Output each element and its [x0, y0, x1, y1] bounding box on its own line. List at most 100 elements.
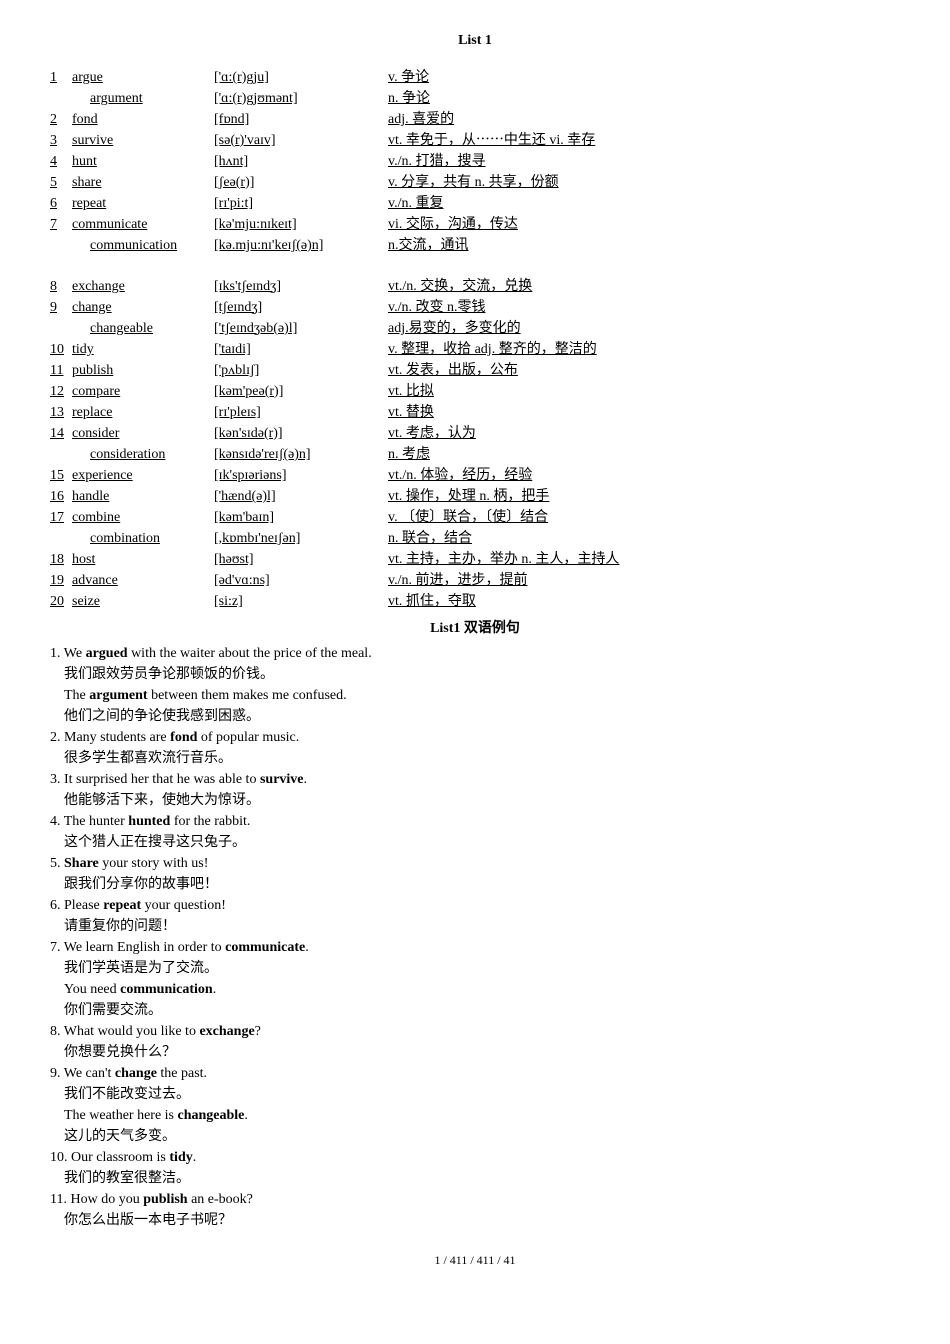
example-en: 8. What would you like to exchange?: [50, 1021, 900, 1042]
example-item: 6. Please repeat your question!请重复你的问题！: [50, 895, 900, 937]
vocab-ipa: [kən'sɪdə(r)]: [214, 423, 388, 444]
vocab-row: [50, 256, 900, 276]
vocab-row: 18host[həʊst]vt. 主持，主办，举办 n. 主人，主持人: [50, 549, 900, 570]
vocab-row: 5share[ʃeə(r)]v. 分享，共有 n. 共享，份额: [50, 172, 900, 193]
example-cn: 我们的教室很整洁。: [64, 1168, 900, 1189]
vocab-word: experience: [72, 465, 214, 486]
vocab-num: [50, 318, 72, 339]
vocab-word: publish: [72, 360, 214, 381]
vocab-num: 9: [50, 297, 72, 318]
vocab-word: fond: [72, 109, 214, 130]
vocab-word: tidy: [72, 339, 214, 360]
vocab-row: combination[,kɒmbɪ'neɪʃən]n. 联合，结合: [50, 528, 900, 549]
vocab-row: 9change[tʃeɪndʒ]v./n. 改变 n.零钱: [50, 297, 900, 318]
vocab-ipa: [fɒnd]: [214, 109, 388, 130]
vocab-num: 15: [50, 465, 72, 486]
vocab-row: 2fond[fɒnd]adj. 喜爱的: [50, 109, 900, 130]
vocab-def: vt. 替换: [388, 402, 900, 423]
vocab-def: v./n. 改变 n.零钱: [388, 297, 900, 318]
vocab-ipa: [həʊst]: [214, 549, 388, 570]
vocab-def: n. 争论: [388, 88, 900, 109]
vocab-word: changeable: [72, 318, 214, 339]
example-en: 5. Share your story with us!: [50, 853, 900, 874]
vocab-row: 13replace[rɪ'pleɪs]vt. 替换: [50, 402, 900, 423]
example-item: 1. We argued with the waiter about the p…: [50, 643, 900, 727]
vocab-ipa: [ɪk'spɪəriəns]: [214, 465, 388, 486]
vocab-row: 16handle['hænd(ə)l]vt. 操作，处理 n. 柄，把手: [50, 486, 900, 507]
vocab-word: seize: [72, 591, 214, 612]
vocab-num: [50, 444, 72, 465]
vocab-def: v. 〔使〕联合，〔使〕结合: [388, 507, 900, 528]
vocab-ipa: [ʃeə(r)]: [214, 172, 388, 193]
vocab-word: argue: [72, 67, 214, 88]
page-footer: 1 / 411 / 411 / 41: [50, 1251, 900, 1269]
example-cn: 很多学生都喜欢流行音乐。: [64, 748, 900, 769]
vocab-ipa: ['pʌblɪʃ]: [214, 360, 388, 381]
vocab-ipa: [rɪ'pi:t]: [214, 193, 388, 214]
vocab-word: share: [72, 172, 214, 193]
example-sub-en: The argument between them makes me confu…: [64, 685, 900, 706]
vocab-ipa: [kə.mju:nɪ'keɪʃ(ə)n]: [214, 235, 388, 256]
example-en: 4. The hunter hunted for the rabbit.: [50, 811, 900, 832]
vocab-row: 19advance[əd'vɑ:ns]v./n. 前进，进步，提前: [50, 570, 900, 591]
example-sub-cn: 你们需要交流。: [64, 1000, 900, 1021]
example-en: 9. We can't change the past.: [50, 1063, 900, 1084]
vocab-ipa: [si:z]: [214, 591, 388, 612]
vocab-table: 1argue['ɑ:(r)gju]v. 争论argument['ɑ:(r)gjʊ…: [50, 67, 900, 612]
vocab-num: 8: [50, 276, 72, 297]
vocab-def: v. 整理，收拾 adj. 整齐的，整洁的: [388, 339, 900, 360]
vocab-ipa: ['hænd(ə)l]: [214, 486, 388, 507]
example-sub-cn: 他们之间的争论使我感到困惑。: [64, 706, 900, 727]
vocab-num: 19: [50, 570, 72, 591]
vocab-def: v./n. 前进，进步，提前: [388, 570, 900, 591]
vocab-num: 18: [50, 549, 72, 570]
vocab-def: adj. 喜爱的: [388, 109, 900, 130]
example-item: 7. We learn English in order to communic…: [50, 937, 900, 1021]
vocab-num: 5: [50, 172, 72, 193]
vocab-ipa: [kənsɪdə'reɪʃ(ə)n]: [214, 444, 388, 465]
vocab-num: 20: [50, 591, 72, 612]
examples-list: 1. We argued with the waiter about the p…: [50, 643, 900, 1231]
vocab-num: 14: [50, 423, 72, 444]
vocab-num: 3: [50, 130, 72, 151]
vocab-ipa: [kəm'baɪn]: [214, 507, 388, 528]
example-en: 3. It surprised her that he was able to …: [50, 769, 900, 790]
vocab-word: survive: [72, 130, 214, 151]
example-cn: 跟我们分享你的故事吧！: [64, 874, 900, 895]
vocab-word: combine: [72, 507, 214, 528]
example-item: 4. The hunter hunted for the rabbit.这个猎人…: [50, 811, 900, 853]
example-item: 2. Many students are fond of popular mus…: [50, 727, 900, 769]
vocab-num: 6: [50, 193, 72, 214]
vocab-def: v./n. 重复: [388, 193, 900, 214]
vocab-word: combination: [72, 528, 214, 549]
vocab-ipa: [sə(r)'vaɪv]: [214, 130, 388, 151]
vocab-ipa: [tʃeɪndʒ]: [214, 297, 388, 318]
vocab-def: v. 争论: [388, 67, 900, 88]
vocab-row: 15experience[ɪk'spɪəriəns]vt./n. 体验，经历，经…: [50, 465, 900, 486]
example-item: 8. What would you like to exchange?你想要兑换…: [50, 1021, 900, 1063]
vocab-def: v./n. 打猎，搜寻: [388, 151, 900, 172]
vocab-ipa: [kəm'peə(r)]: [214, 381, 388, 402]
vocab-word: handle: [72, 486, 214, 507]
vocab-def: adj.易变的，多变化的: [388, 318, 900, 339]
vocab-word: host: [72, 549, 214, 570]
vocab-def: n. 考虑: [388, 444, 900, 465]
example-en: 10. Our classroom is tidy.: [50, 1147, 900, 1168]
example-sub-cn: 这儿的天气多变。: [64, 1126, 900, 1147]
vocab-row: communication[kə.mju:nɪ'keɪʃ(ə)n]n.交流，通讯: [50, 235, 900, 256]
vocab-row: 1argue['ɑ:(r)gju]v. 争论: [50, 67, 900, 88]
vocab-row: changeable['tʃeɪndʒəb(ə)l]adj.易变的，多变化的: [50, 318, 900, 339]
vocab-num: 13: [50, 402, 72, 423]
example-cn: 他能够活下来，使她大为惊讶。: [64, 790, 900, 811]
vocab-row: 17combine[kəm'baɪn]v. 〔使〕联合，〔使〕结合: [50, 507, 900, 528]
vocab-word: consideration: [72, 444, 214, 465]
examples-title: List1 双语例句: [50, 618, 900, 639]
example-cn: 请重复你的问题！: [64, 916, 900, 937]
example-cn: 我们跟效劳员争论那顿饭的价钱。: [64, 664, 900, 685]
vocab-ipa: ['ɑ:(r)gju]: [214, 67, 388, 88]
example-cn: 你想要兑换什么？: [64, 1042, 900, 1063]
example-item: 10. Our classroom is tidy.我们的教室很整洁。: [50, 1147, 900, 1189]
vocab-def: n.交流，通讯: [388, 235, 900, 256]
example-item: 3. It surprised her that he was able to …: [50, 769, 900, 811]
vocab-num: 17: [50, 507, 72, 528]
